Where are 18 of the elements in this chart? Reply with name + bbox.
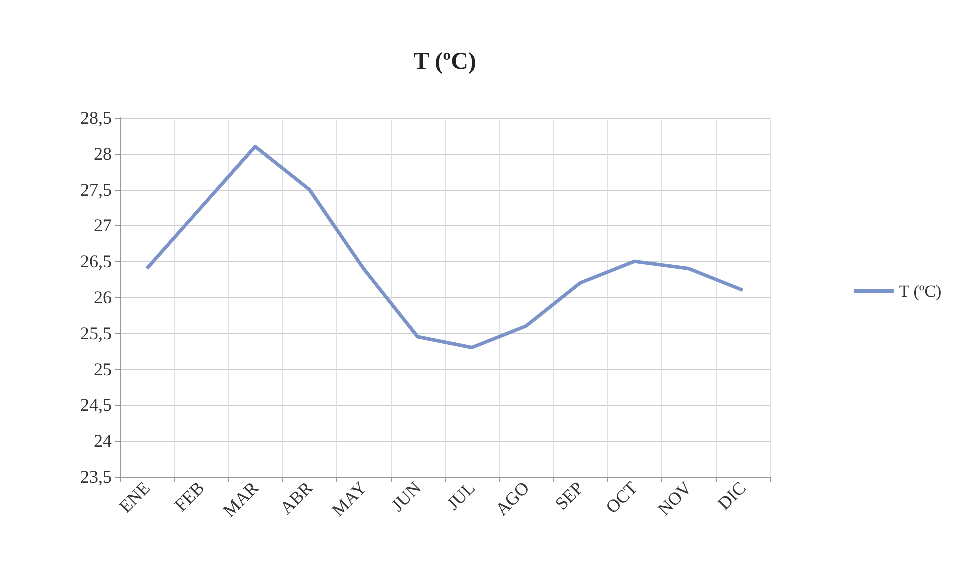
legend-label: T (ºC) bbox=[899, 282, 942, 301]
y-tick-label: 24 bbox=[94, 431, 112, 452]
y-tick-label: 25,5 bbox=[80, 323, 112, 344]
y-tick-label: 28 bbox=[94, 144, 112, 164]
y-tick-label: 24,5 bbox=[80, 395, 112, 416]
y-tick-label: 28,5 bbox=[80, 108, 112, 128]
x-tick-label: DIC bbox=[714, 478, 750, 514]
y-tick-label: 27 bbox=[94, 216, 112, 236]
y-tick-label: 27,5 bbox=[80, 180, 112, 200]
x-tick-label: SEP bbox=[551, 478, 588, 514]
y-tick-label: 23,5 bbox=[80, 467, 112, 487]
y-tick-label: 26,5 bbox=[80, 252, 112, 272]
x-tick-label: JUL bbox=[443, 478, 480, 514]
y-tick-label: 25 bbox=[94, 359, 112, 380]
line-series bbox=[145, 144, 745, 350]
y-tick-label: 26 bbox=[94, 288, 112, 308]
chart-title: T (ºC) bbox=[414, 49, 476, 75]
x-tick-label: FEB bbox=[170, 478, 208, 516]
